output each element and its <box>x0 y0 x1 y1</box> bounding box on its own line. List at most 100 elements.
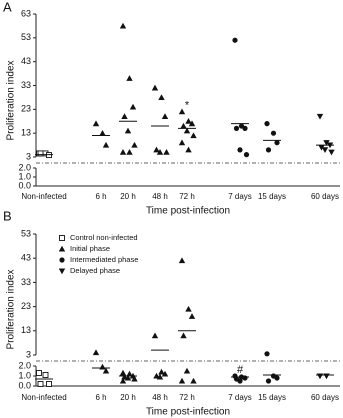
point <box>42 372 49 378</box>
legend-label: Control non-infected <box>70 233 138 242</box>
legend-marker <box>58 268 66 275</box>
point <box>180 332 187 339</box>
y-tick-label: 33 <box>21 277 31 287</box>
legend-label: Initial phase <box>70 244 110 253</box>
point <box>185 305 192 312</box>
x-tick-label: 60 days <box>311 192 339 201</box>
point <box>316 113 324 120</box>
y-tick-label: 53 <box>21 32 31 42</box>
y-axis-label: Proliferation index <box>6 269 17 349</box>
point <box>178 108 186 115</box>
point <box>151 332 159 339</box>
point <box>242 375 248 381</box>
y-tick-label: 2.0 <box>18 162 31 172</box>
x-tick-label: 15 days <box>258 393 286 402</box>
y-tick-label: 0.0 <box>18 380 31 390</box>
x-tick-label: Non-infected <box>21 393 66 402</box>
point <box>119 369 127 376</box>
point <box>161 370 169 377</box>
annotation: # <box>237 364 244 376</box>
point <box>124 374 132 381</box>
point <box>158 368 165 375</box>
point <box>153 146 160 153</box>
point <box>156 373 164 380</box>
panel-label: B <box>3 208 12 223</box>
point <box>131 141 138 148</box>
point <box>190 377 197 384</box>
x-tick-label: 15 days <box>258 192 286 201</box>
point <box>274 375 280 381</box>
y-tick-label: 43 <box>21 56 31 66</box>
y-tick-label: 33 <box>21 80 31 90</box>
point <box>323 140 330 146</box>
y-tick-label: 1.0 <box>18 370 31 380</box>
x-tick-label: Non-infected <box>21 192 66 201</box>
point <box>328 149 335 156</box>
point <box>185 146 192 153</box>
point <box>264 351 270 357</box>
point <box>188 313 196 319</box>
y-tick-label: 23 <box>21 301 31 311</box>
point <box>178 139 186 146</box>
point <box>36 370 42 376</box>
point <box>180 122 187 129</box>
point <box>102 367 110 374</box>
x-tick-label: 60 days <box>311 393 339 402</box>
point <box>119 377 127 384</box>
point <box>188 120 196 127</box>
x-axis-label: Time post-infection <box>146 407 230 418</box>
point <box>131 375 138 382</box>
x-tick-label: 20 h <box>120 192 136 201</box>
point <box>102 141 110 148</box>
x-tick-label: 6 h <box>95 192 106 201</box>
point <box>232 37 238 43</box>
y-tick-label: 13 <box>21 128 31 138</box>
point <box>270 130 277 136</box>
point <box>242 125 248 131</box>
point <box>92 120 100 127</box>
y-tick-label: 43 <box>21 253 31 263</box>
annotation: * <box>185 100 190 112</box>
point <box>151 84 159 91</box>
y-tick-label: 63 <box>21 8 31 18</box>
point <box>243 152 250 158</box>
x-tick-label: 6 h <box>95 393 106 402</box>
point <box>153 372 160 379</box>
point <box>185 118 192 124</box>
point <box>178 257 186 264</box>
point <box>316 373 324 380</box>
y-tick-label: 2.0 <box>18 360 31 370</box>
point <box>124 127 132 134</box>
legend-label: Intermediated phase <box>70 255 138 264</box>
point <box>323 373 330 380</box>
y-tick-label: 53 <box>21 228 31 238</box>
point <box>119 149 127 155</box>
point <box>321 147 329 154</box>
point <box>183 367 191 374</box>
legend-label: Delayed phase <box>70 266 120 275</box>
point <box>158 94 165 100</box>
point <box>265 378 272 384</box>
point <box>37 150 44 157</box>
point <box>37 381 44 387</box>
point <box>178 377 186 384</box>
point <box>233 125 240 131</box>
point <box>92 349 100 356</box>
x-tick-label: 20 h <box>120 393 136 402</box>
point <box>121 113 128 120</box>
y-tick-label: 3 <box>26 151 31 161</box>
point <box>99 129 106 136</box>
legend-marker <box>59 235 65 241</box>
legend-marker <box>59 257 65 263</box>
point <box>264 121 270 127</box>
point <box>46 381 52 387</box>
y-tick-label: 0.0 <box>18 180 31 190</box>
point <box>265 147 272 153</box>
legend-marker <box>58 245 66 252</box>
x-tick-label: 72 h <box>179 192 195 201</box>
point <box>274 140 280 146</box>
point <box>129 103 137 110</box>
y-tick-label: 23 <box>21 104 31 114</box>
x-tick-label: 7 days <box>228 192 252 201</box>
